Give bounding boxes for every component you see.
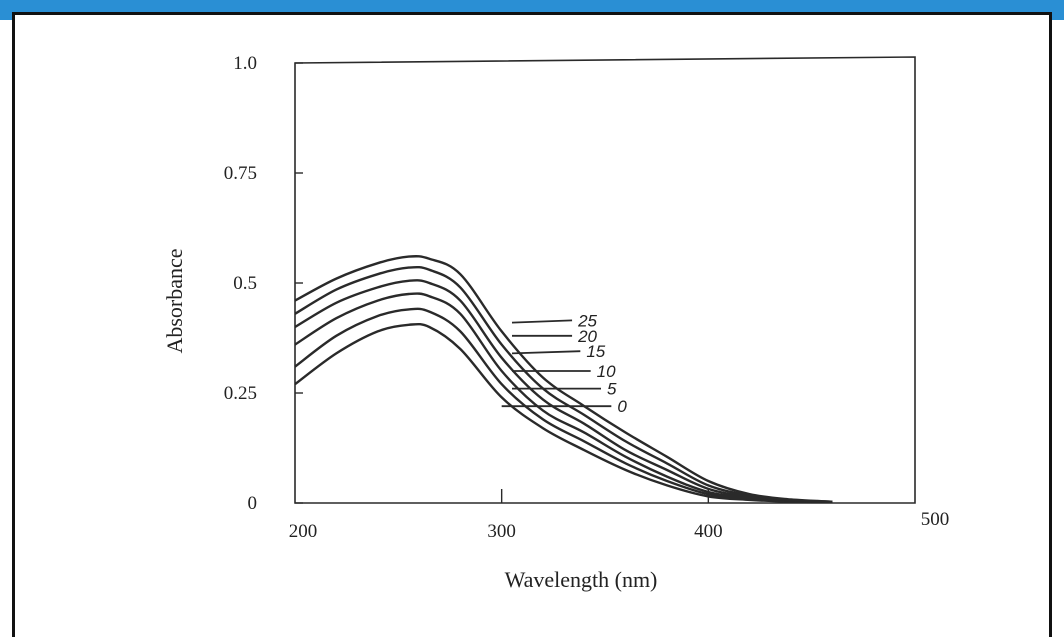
x-tick-label: 200 (289, 521, 318, 542)
x-axis-title: Wavelength (nm) (505, 567, 658, 592)
absorbance-curves (294, 255, 833, 504)
plot-border (294, 56, 916, 504)
x-ticks: 200 300 400 500 (289, 489, 950, 542)
x-tick-label: 400 (694, 521, 723, 542)
plot-axes (294, 56, 916, 504)
curve-label-0: 0 (617, 397, 627, 416)
curve-25 (294, 255, 833, 503)
curve-10 (294, 292, 833, 504)
y-ticks: 0 0.25 0.5 0.75 1.0 (224, 53, 303, 514)
y-tick-label: 0 (248, 493, 258, 514)
curve-label-5: 5 (607, 380, 617, 399)
y-tick-label: 0.25 (224, 383, 257, 404)
x-tick-label: 500 (921, 509, 950, 530)
y-tick-label: 0.5 (233, 273, 257, 294)
x-tick-label: 300 (487, 521, 516, 542)
curve-label-10: 10 (597, 362, 616, 381)
leader-line-15 (511, 350, 581, 355)
y-tick-label: 0.75 (224, 163, 257, 184)
figure-frame: 0 0.25 0.5 0.75 1.0 200 300 400 500 25 20 15 10 5 0 … (12, 12, 1052, 637)
curve-label-25: 25 (577, 311, 597, 330)
y-axis-title: Absorbance (162, 248, 187, 353)
y-tick-label: 1.0 (233, 53, 257, 74)
curve-15 (294, 279, 833, 503)
curve-label-15: 15 (586, 342, 605, 361)
curve-label-20: 20 (577, 327, 597, 346)
leader-line-25 (511, 319, 573, 324)
